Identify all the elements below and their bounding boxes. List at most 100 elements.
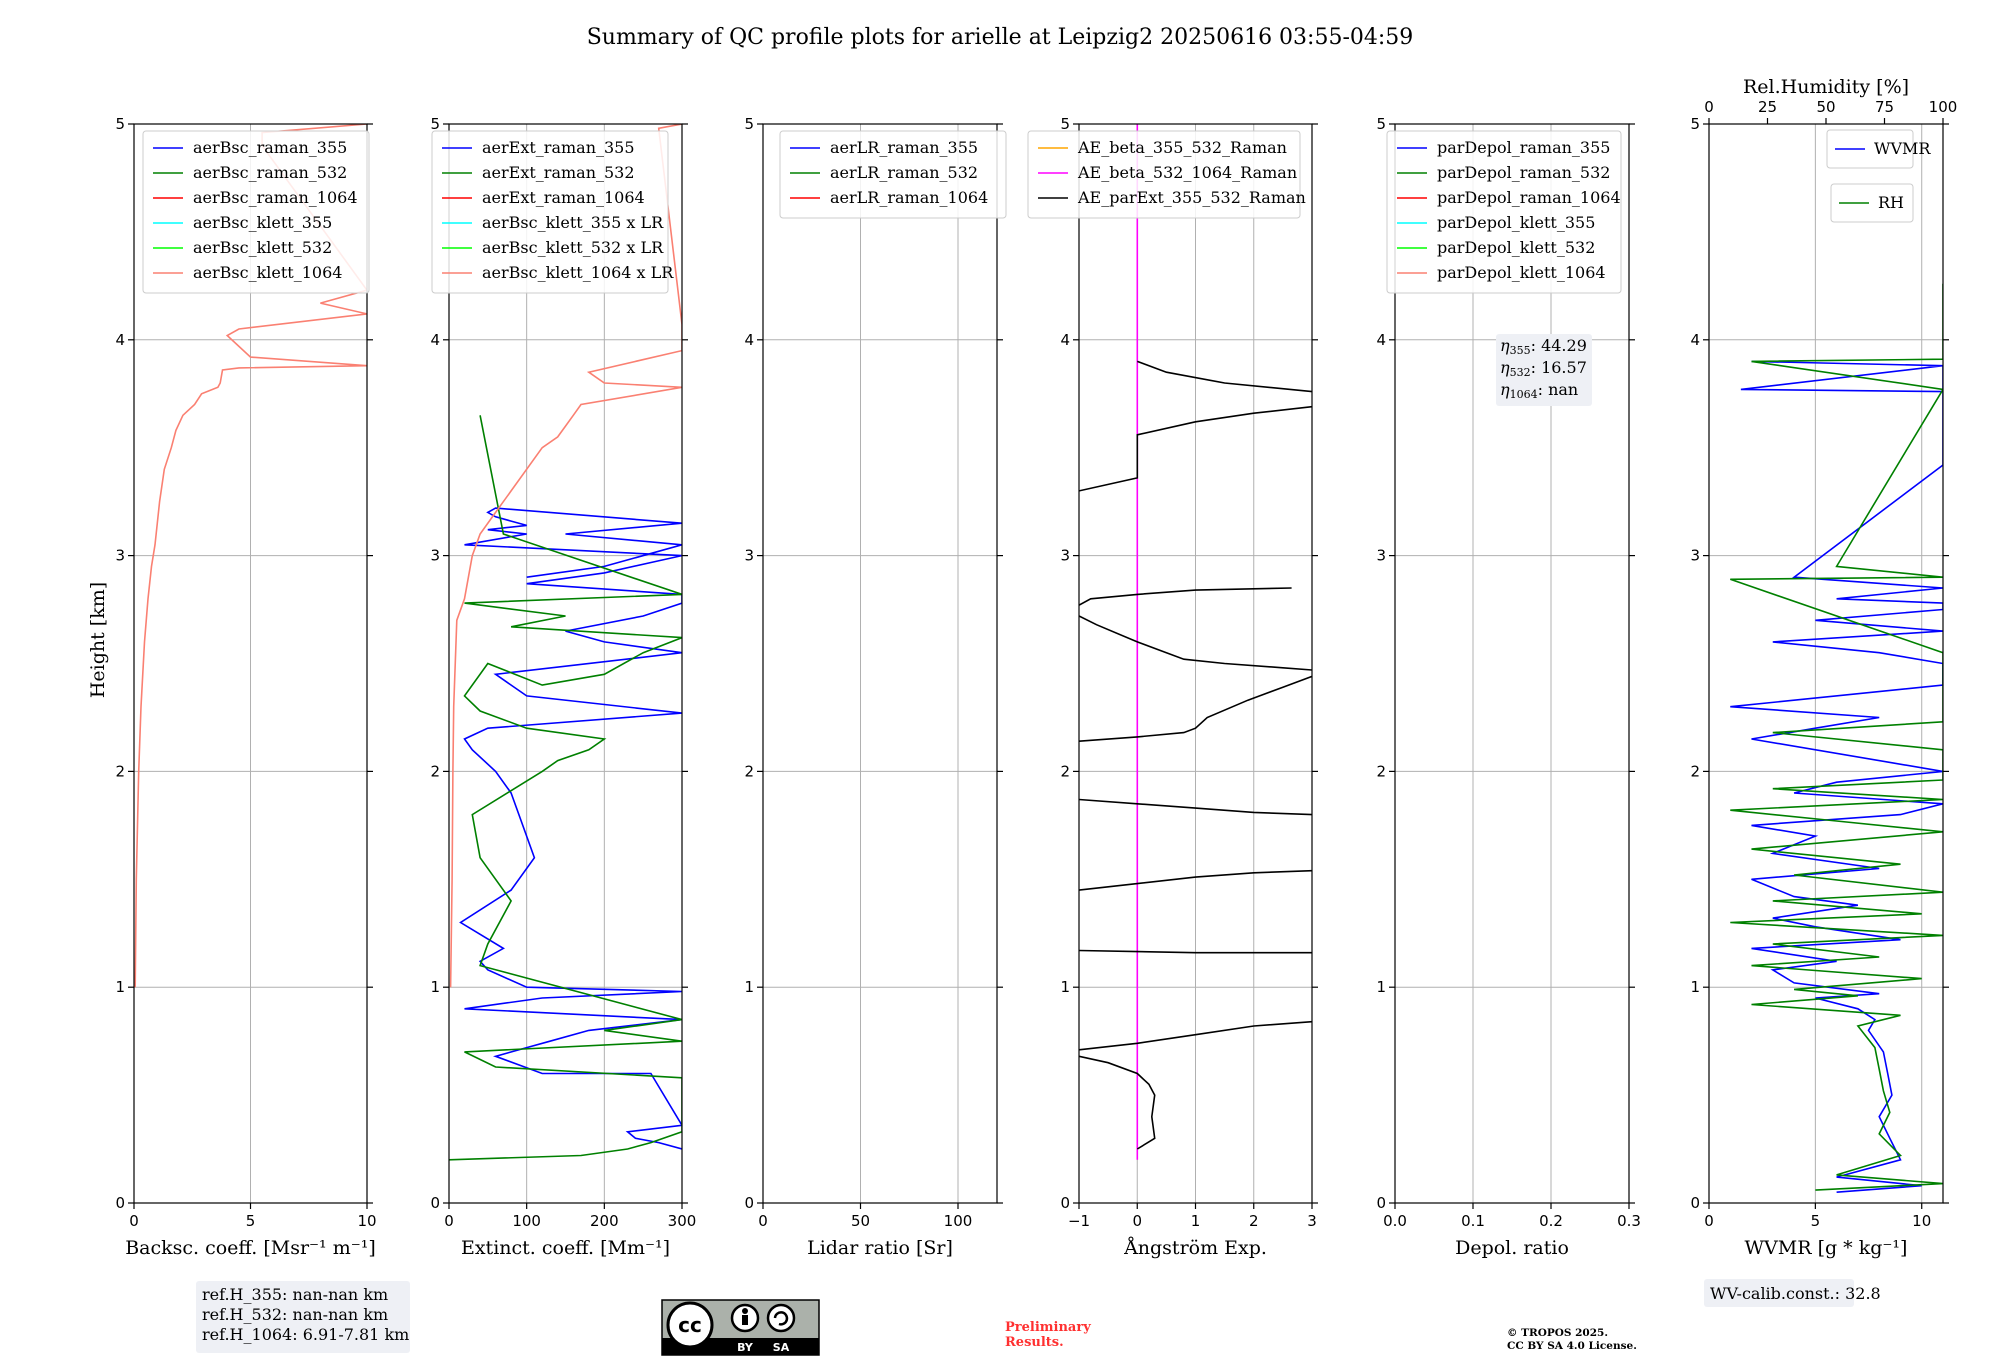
series-line-RH xyxy=(1730,283,1943,1191)
legend-label: aerBsc_raman_1064 xyxy=(193,188,358,207)
y-tick-label: 5 xyxy=(430,115,440,133)
y-tick-label: 3 xyxy=(115,547,125,565)
y-tick-label: 4 xyxy=(115,331,125,349)
x-tick-label: 5 xyxy=(246,1212,256,1230)
y-tick-label: 4 xyxy=(430,331,440,349)
panel-1: 0 5 10 0 1 2 3 4 5 Backsc. coeff. [Msr⁻¹ m⁻¹] aerB… xyxy=(115,115,376,1259)
y-tick-label: 2 xyxy=(1060,762,1070,780)
annotation-line: η1064: nan xyxy=(1500,380,1578,401)
legend: AE_beta_355_532_Raman AE_beta_532_1064_Ra… xyxy=(1027,130,1306,219)
legend-label: aerLR_raman_355 xyxy=(830,138,978,157)
panel-5: 0.0 0.1 0.2 0.3 0 1 2 3 4 5 Depol. ratio parDepol_r… xyxy=(1376,115,1640,1259)
legend-rh: RH xyxy=(1830,183,1914,223)
top-x-tick-label: 100 xyxy=(1929,98,1958,116)
legend-wvmr: WVMR xyxy=(1826,129,1931,169)
legend-label: aerLR_raman_1064 xyxy=(830,188,988,207)
legend-label: aerBsc_klett_1064 xyxy=(193,263,342,282)
y-tick-label: 0 xyxy=(115,1194,125,1212)
legend-box xyxy=(1826,129,1914,169)
legend-label: aerBsc_klett_532 x LR xyxy=(482,238,664,257)
y-tick-label: 2 xyxy=(1376,762,1386,780)
y-tick-label: 3 xyxy=(744,547,754,565)
axes-frame xyxy=(1394,123,1630,1204)
y-tick-label: 1 xyxy=(430,978,440,996)
y-tick-label: 0 xyxy=(1060,1194,1070,1212)
series-group xyxy=(1730,283,1943,1193)
axes-frame xyxy=(762,123,998,1204)
top-x-tick-label: 0 xyxy=(1704,98,1714,116)
y-tick-label: 2 xyxy=(115,762,125,780)
x-tick-label: 50 xyxy=(851,1212,870,1230)
x-tick-label: −1 xyxy=(1068,1212,1090,1230)
legend-box xyxy=(779,130,1007,219)
x-tick-label: 100 xyxy=(512,1212,541,1230)
legend-box xyxy=(1830,183,1914,223)
series-line-AE_parExt_355_532_Raman xyxy=(1079,360,1312,1150)
axes-frame xyxy=(448,123,683,1204)
legend: parDepol_raman_355 parDepol_raman_532 parD… xyxy=(1386,130,1622,294)
y-tick-label: 0 xyxy=(744,1194,754,1212)
y-tick-label: 1 xyxy=(115,978,125,996)
legend-label: parDepol_klett_532 xyxy=(1437,238,1595,257)
legend-label: AE_beta_532_1064_Raman xyxy=(1077,163,1297,182)
top-x-tick-label: 75 xyxy=(1875,98,1894,116)
x-tick-label: 10 xyxy=(357,1212,376,1230)
series-line-WVMR xyxy=(1730,360,1943,1193)
y-tick-label: 5 xyxy=(1060,115,1070,133)
top-x-tick-label: 50 xyxy=(1816,98,1835,116)
svg-text:BY: BY xyxy=(737,1341,754,1354)
panel-2: 0 100 200 300 0 1 2 3 4 5 Extinct. coeff. [Mm⁻¹] ae… xyxy=(430,115,696,1259)
x-tick-label: 300 xyxy=(668,1212,697,1230)
y-tick-label: 2 xyxy=(430,762,440,780)
y-tick-label: 4 xyxy=(1060,331,1070,349)
x-tick-label: 0.0 xyxy=(1383,1212,1407,1230)
legend: aerBsc_raman_355 aerBsc_raman_532 aerBsc_r… xyxy=(142,130,370,294)
x-axis-label: Depol. ratio xyxy=(1455,1237,1569,1259)
legend-label: parDepol_raman_355 xyxy=(1437,138,1610,157)
x-tick-label: 1 xyxy=(1191,1212,1201,1230)
panel-3: 0 50 100 0 1 2 3 4 5 Lidar ratio [Sr] aerLR_raman_… xyxy=(744,115,1007,1259)
legend-label: AE_parExt_355_532_Raman xyxy=(1077,188,1306,207)
legend-label: RH xyxy=(1878,193,1904,212)
x-tick-label: 0.3 xyxy=(1617,1212,1641,1230)
y-tick-label: 3 xyxy=(1060,547,1070,565)
legend-label: parDepol_raman_1064 xyxy=(1437,188,1621,207)
x-axis-label: Lidar ratio [Sr] xyxy=(807,1237,953,1259)
y-tick-label: 1 xyxy=(1376,978,1386,996)
legend-box xyxy=(142,130,370,294)
x-tick-label: 10 xyxy=(1912,1212,1931,1230)
legend-label: aerBsc_raman_532 xyxy=(193,163,347,182)
y-axis-label: Height [km] xyxy=(87,582,109,698)
series-group xyxy=(134,124,367,988)
legend-label: parDepol_raman_532 xyxy=(1437,163,1610,182)
copyright-line-1: © TROPOS 2025. xyxy=(1507,1327,1608,1339)
x-tick-label: 200 xyxy=(590,1212,619,1230)
y-tick-label: 4 xyxy=(1376,331,1386,349)
x-tick-label: 0 xyxy=(1132,1212,1142,1230)
y-tick-label: 0 xyxy=(1690,1194,1700,1212)
legend-label: aerBsc_raman_355 xyxy=(193,138,347,157)
legend-label: aerExt_raman_532 xyxy=(482,163,635,182)
legend-label: parDepol_klett_355 xyxy=(1437,213,1595,232)
x-tick-label: 2 xyxy=(1249,1212,1259,1230)
y-tick-label: 5 xyxy=(744,115,754,133)
cc-license-badge[interactable]: cc BY SA xyxy=(661,1299,820,1356)
x-tick-label: 3 xyxy=(1307,1212,1317,1230)
legend-label: aerLR_raman_532 xyxy=(830,163,978,182)
wv-calib-box xyxy=(1704,1279,1854,1307)
legend: aerLR_raman_355 aerLR_raman_532 aerLR_rama… xyxy=(779,130,1007,219)
axes-frame xyxy=(1708,123,1944,1204)
x-tick-label: 5 xyxy=(1811,1212,1821,1230)
y-tick-label: 0 xyxy=(430,1194,440,1212)
svg-text:SA: SA xyxy=(773,1341,790,1354)
x-tick-label: 0 xyxy=(129,1212,139,1230)
y-tick-label: 3 xyxy=(430,547,440,565)
x-axis-label: Backsc. coeff. [Msr⁻¹ m⁻¹] xyxy=(125,1237,376,1259)
preliminary-line-1: Preliminary xyxy=(1005,1320,1091,1335)
y-tick-label: 5 xyxy=(1376,115,1386,133)
